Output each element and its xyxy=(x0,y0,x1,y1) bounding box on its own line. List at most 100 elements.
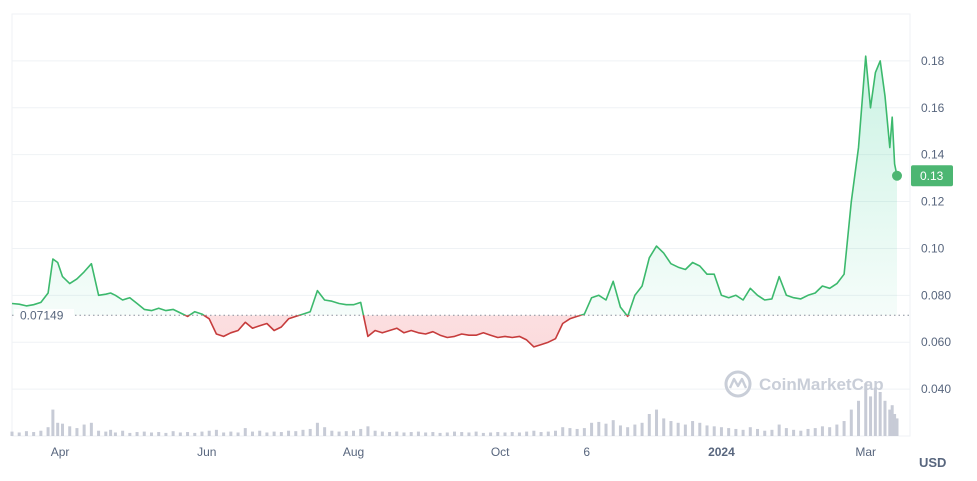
volume-bar xyxy=(575,428,579,436)
volume-bar xyxy=(561,427,565,436)
current-price-badge: 0.13 xyxy=(911,165,953,187)
x-tick-label: 2024 xyxy=(708,445,735,459)
volume-bar xyxy=(640,422,644,436)
volume-bar xyxy=(75,428,79,436)
volume-bar xyxy=(873,387,877,436)
volume-bar xyxy=(784,428,788,436)
volume-bar xyxy=(849,409,853,436)
volume-bar xyxy=(842,421,846,436)
volume-bar xyxy=(178,432,182,436)
volume-bar xyxy=(265,432,269,436)
volume-bar xyxy=(82,424,86,436)
y-tick-label: 0.060 xyxy=(921,335,951,349)
volume-bar xyxy=(351,430,355,436)
volume-bar xyxy=(250,431,254,436)
volume-bar xyxy=(56,422,60,436)
volume-bar xyxy=(683,424,687,436)
coinmarketcap-logo-icon xyxy=(724,370,752,398)
price-line-up xyxy=(11,55,898,316)
volume-bar xyxy=(510,432,514,436)
volume-bar xyxy=(691,421,695,436)
volume-bar xyxy=(727,428,731,436)
volume-bar xyxy=(157,432,161,436)
volume-bar xyxy=(51,409,55,436)
volume-bar xyxy=(200,431,204,436)
volume-bar xyxy=(128,432,132,436)
price-line xyxy=(11,55,898,348)
volume-bar xyxy=(835,424,839,436)
volume-bar xyxy=(806,428,810,436)
volume-bar xyxy=(712,426,716,436)
volume-bar xyxy=(676,422,680,436)
volume-bar xyxy=(287,430,291,436)
volume-bar xyxy=(113,432,117,436)
volume-bar xyxy=(481,432,485,436)
volume-bar xyxy=(89,422,93,436)
x-tick-label: Apr xyxy=(51,445,70,459)
volume-bar xyxy=(24,431,28,436)
volume-bar xyxy=(883,400,887,436)
volume-bar xyxy=(32,432,36,436)
grid xyxy=(12,60,910,390)
volume-bar xyxy=(207,430,211,436)
volume-bar xyxy=(705,425,709,436)
volume-bar xyxy=(308,428,312,436)
volume-bar xyxy=(719,427,723,436)
x-tick-label: Aug xyxy=(343,445,364,459)
volume-bar xyxy=(820,426,824,436)
y-tick-label: 0.080 xyxy=(921,288,951,302)
x-tick-label: Mar xyxy=(855,445,876,459)
volume-bar xyxy=(460,432,464,436)
volume-bar xyxy=(799,430,803,436)
volume-bar xyxy=(604,423,608,436)
volume-bar xyxy=(380,431,384,436)
volume-bar xyxy=(17,432,21,436)
current-price-dot xyxy=(892,170,902,181)
volume-bar xyxy=(489,432,493,436)
volume-bar xyxy=(229,431,233,436)
volume-bar xyxy=(568,428,572,436)
volume-bar xyxy=(164,432,168,436)
x-tick-label: Oct xyxy=(491,445,510,459)
volume-bar xyxy=(734,428,738,436)
volume-bar xyxy=(878,392,882,436)
volume-bar xyxy=(61,423,65,436)
volume-bar xyxy=(546,431,550,436)
volume-bar xyxy=(662,418,666,436)
volume-bar xyxy=(647,414,651,436)
volume-bar xyxy=(698,422,702,436)
volume-bar xyxy=(409,432,413,436)
volume-bar xyxy=(445,432,449,436)
x-tick-label: 6 xyxy=(583,445,590,459)
volume-bar xyxy=(373,430,377,436)
volume-bar xyxy=(301,429,305,436)
volume-bar xyxy=(330,430,334,436)
y-tick-label: 0.12 xyxy=(921,195,945,209)
volume-bar xyxy=(68,426,72,436)
volume-bar xyxy=(193,432,197,436)
volume-bar xyxy=(857,400,861,436)
volume-bar xyxy=(395,431,399,436)
volume-bar xyxy=(243,428,247,436)
volume-bar xyxy=(337,431,341,436)
watermark-text: CoinMarketCap xyxy=(759,375,884,394)
plot-frame xyxy=(11,13,911,437)
volume-bar xyxy=(503,432,507,436)
volume-bar xyxy=(294,431,298,436)
volume-bar xyxy=(828,427,832,436)
volume-bar xyxy=(626,427,630,436)
volume-bar xyxy=(402,432,406,436)
volume-bar xyxy=(171,431,175,436)
y-axis: 0.040 0.060 0.080 0.10 0.12 0.14 0.16 0.18 xyxy=(921,54,951,396)
volume-bar xyxy=(279,432,283,436)
volume-bar xyxy=(770,429,774,436)
volume-bar xyxy=(748,427,752,436)
volume-bar xyxy=(344,431,348,436)
volume-bar xyxy=(236,432,240,436)
area-fill xyxy=(12,56,897,347)
volume-bar xyxy=(633,424,637,436)
area-below-baseline xyxy=(12,315,897,347)
volume-bar xyxy=(323,427,327,436)
volume-bar xyxy=(763,430,767,436)
volume-bar xyxy=(121,430,125,436)
